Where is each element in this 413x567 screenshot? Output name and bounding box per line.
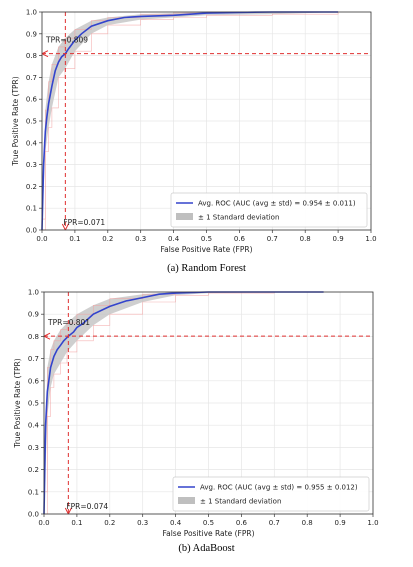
- x-tick-label: 0.7: [267, 235, 278, 243]
- x-tick-label: 0.3: [135, 235, 146, 243]
- y-tick-label: 0.4: [28, 422, 40, 430]
- x-axis-label: False Positive Rate (FPR): [163, 529, 255, 538]
- x-tick-label: 0.9: [333, 235, 344, 243]
- x-tick-label: 0.4: [168, 235, 180, 243]
- fold-roc-trace: [42, 12, 339, 231]
- fold-roc-trace: [42, 11, 339, 220]
- x-tick-label: 0.1: [71, 519, 82, 527]
- y-tick-label: 0.9: [26, 30, 37, 38]
- tpr-arrow-head: [41, 50, 49, 58]
- y-tick-label: 0.1: [26, 205, 37, 213]
- y-tick-label: 1.0: [28, 289, 39, 297]
- fpr-arrow-head: [64, 507, 72, 515]
- x-tick-label: 0.1: [69, 235, 80, 243]
- x-tick-label: 0.5: [201, 235, 212, 243]
- x-tick-label: 0.2: [104, 519, 115, 527]
- x-axis-label: False Positive Rate (FPR): [161, 245, 253, 254]
- x-tick-label: 0.9: [335, 519, 346, 527]
- x-tick-label: 0.8: [302, 519, 313, 527]
- y-tick-label: 0.9: [28, 311, 39, 319]
- caption-adaboost: (b) AdaBoost: [178, 543, 235, 554]
- y-tick-label: 0.2: [26, 183, 37, 191]
- x-tick-label: 1.0: [367, 519, 378, 527]
- legend-band-swatch: [178, 497, 195, 504]
- tpr-annotation: TPR=0.809: [45, 36, 88, 45]
- y-axis-label: True Positive Rate (TPR): [13, 358, 22, 448]
- y-tick-label: 0.7: [26, 74, 37, 82]
- y-axis-label: True Positive Rate (TPR): [11, 76, 20, 166]
- roc-chart-random-forest: TPR=0.809 FPR=0.071 0.0 0.1 0.2 0.3 0.4 0.5 0.6 0…: [11, 9, 377, 255]
- tpr-annotation: TPR=0.801: [47, 318, 90, 327]
- y-tick-label: 0.0: [28, 511, 39, 519]
- mean-roc-line: [41, 11, 339, 231]
- y-tick-label: 0.5: [26, 118, 37, 126]
- x-tick-label: 0.8: [300, 235, 311, 243]
- y-tick-label: 0.6: [28, 377, 40, 385]
- x-tick-label: 0.0: [36, 235, 47, 243]
- fpr-annotation: FPR=0.071: [63, 218, 105, 227]
- x-tick-label: 0.0: [38, 519, 49, 527]
- tpr-arrow-head: [43, 332, 51, 340]
- y-tick-label: 0.3: [28, 444, 39, 452]
- x-tick-label: 0.7: [269, 519, 280, 527]
- x-tick-label: 1.0: [365, 235, 376, 243]
- legend-label-roc: Avg. ROC (AUC (avg ± std) = 0.955 ± 0.01…: [200, 484, 358, 492]
- legend-label-roc: Avg. ROC (AUC (avg ± std) = 0.954 ± 0.01…: [198, 200, 356, 208]
- legend-box: [170, 192, 368, 228]
- std-band: [42, 12, 339, 230]
- panel-adaboost: TPR=0.801 FPR=0.074 0.0 0.1 0.2 0.3 0.4 0.5 0.6 0…: [0, 282, 413, 567]
- fpr-annotation: FPR=0.074: [66, 502, 108, 511]
- fpr-arrow-head: [61, 223, 69, 231]
- y-tick-label: 0.7: [28, 355, 39, 363]
- x-tick-label: 0.4: [170, 519, 182, 527]
- x-tick-label: 0.3: [137, 519, 148, 527]
- legend-box: [172, 476, 370, 512]
- legend-label-std: ± 1 Standard deviation: [200, 498, 281, 506]
- panel-random-forest: TPR=0.809 FPR=0.071 0.0 0.1 0.2 0.3 0.4 0.5 0.6 0…: [0, 0, 413, 282]
- y-tick-label: 0.8: [26, 52, 37, 60]
- y-tick-label: 0.8: [28, 333, 39, 341]
- y-tick-label: 0.2: [28, 466, 39, 474]
- roc-chart-adaboost: TPR=0.801 FPR=0.074 0.0 0.1 0.2 0.3 0.4 0.5 0.6 0…: [13, 289, 379, 539]
- mean-roc-line: [43, 291, 324, 515]
- caption-random-forest: (a) Random Forest: [167, 263, 246, 274]
- y-tick-label: 1.0: [26, 9, 37, 17]
- y-tick-label: 0.0: [26, 227, 37, 235]
- x-tick-label: 0.6: [234, 235, 246, 243]
- x-tick-label: 0.5: [203, 519, 214, 527]
- y-tick-label: 0.6: [26, 96, 38, 104]
- y-tick-label: 0.3: [26, 161, 37, 169]
- x-tick-label: 0.6: [236, 519, 248, 527]
- y-tick-label: 0.5: [28, 400, 39, 408]
- y-tick-label: 0.1: [28, 488, 39, 496]
- y-tick-label: 0.4: [26, 139, 38, 147]
- legend-band-swatch: [176, 213, 193, 220]
- fold-roc-trace: [44, 291, 324, 515]
- x-tick-label: 0.2: [102, 235, 113, 243]
- legend-label-std: ± 1 Standard deviation: [198, 214, 279, 222]
